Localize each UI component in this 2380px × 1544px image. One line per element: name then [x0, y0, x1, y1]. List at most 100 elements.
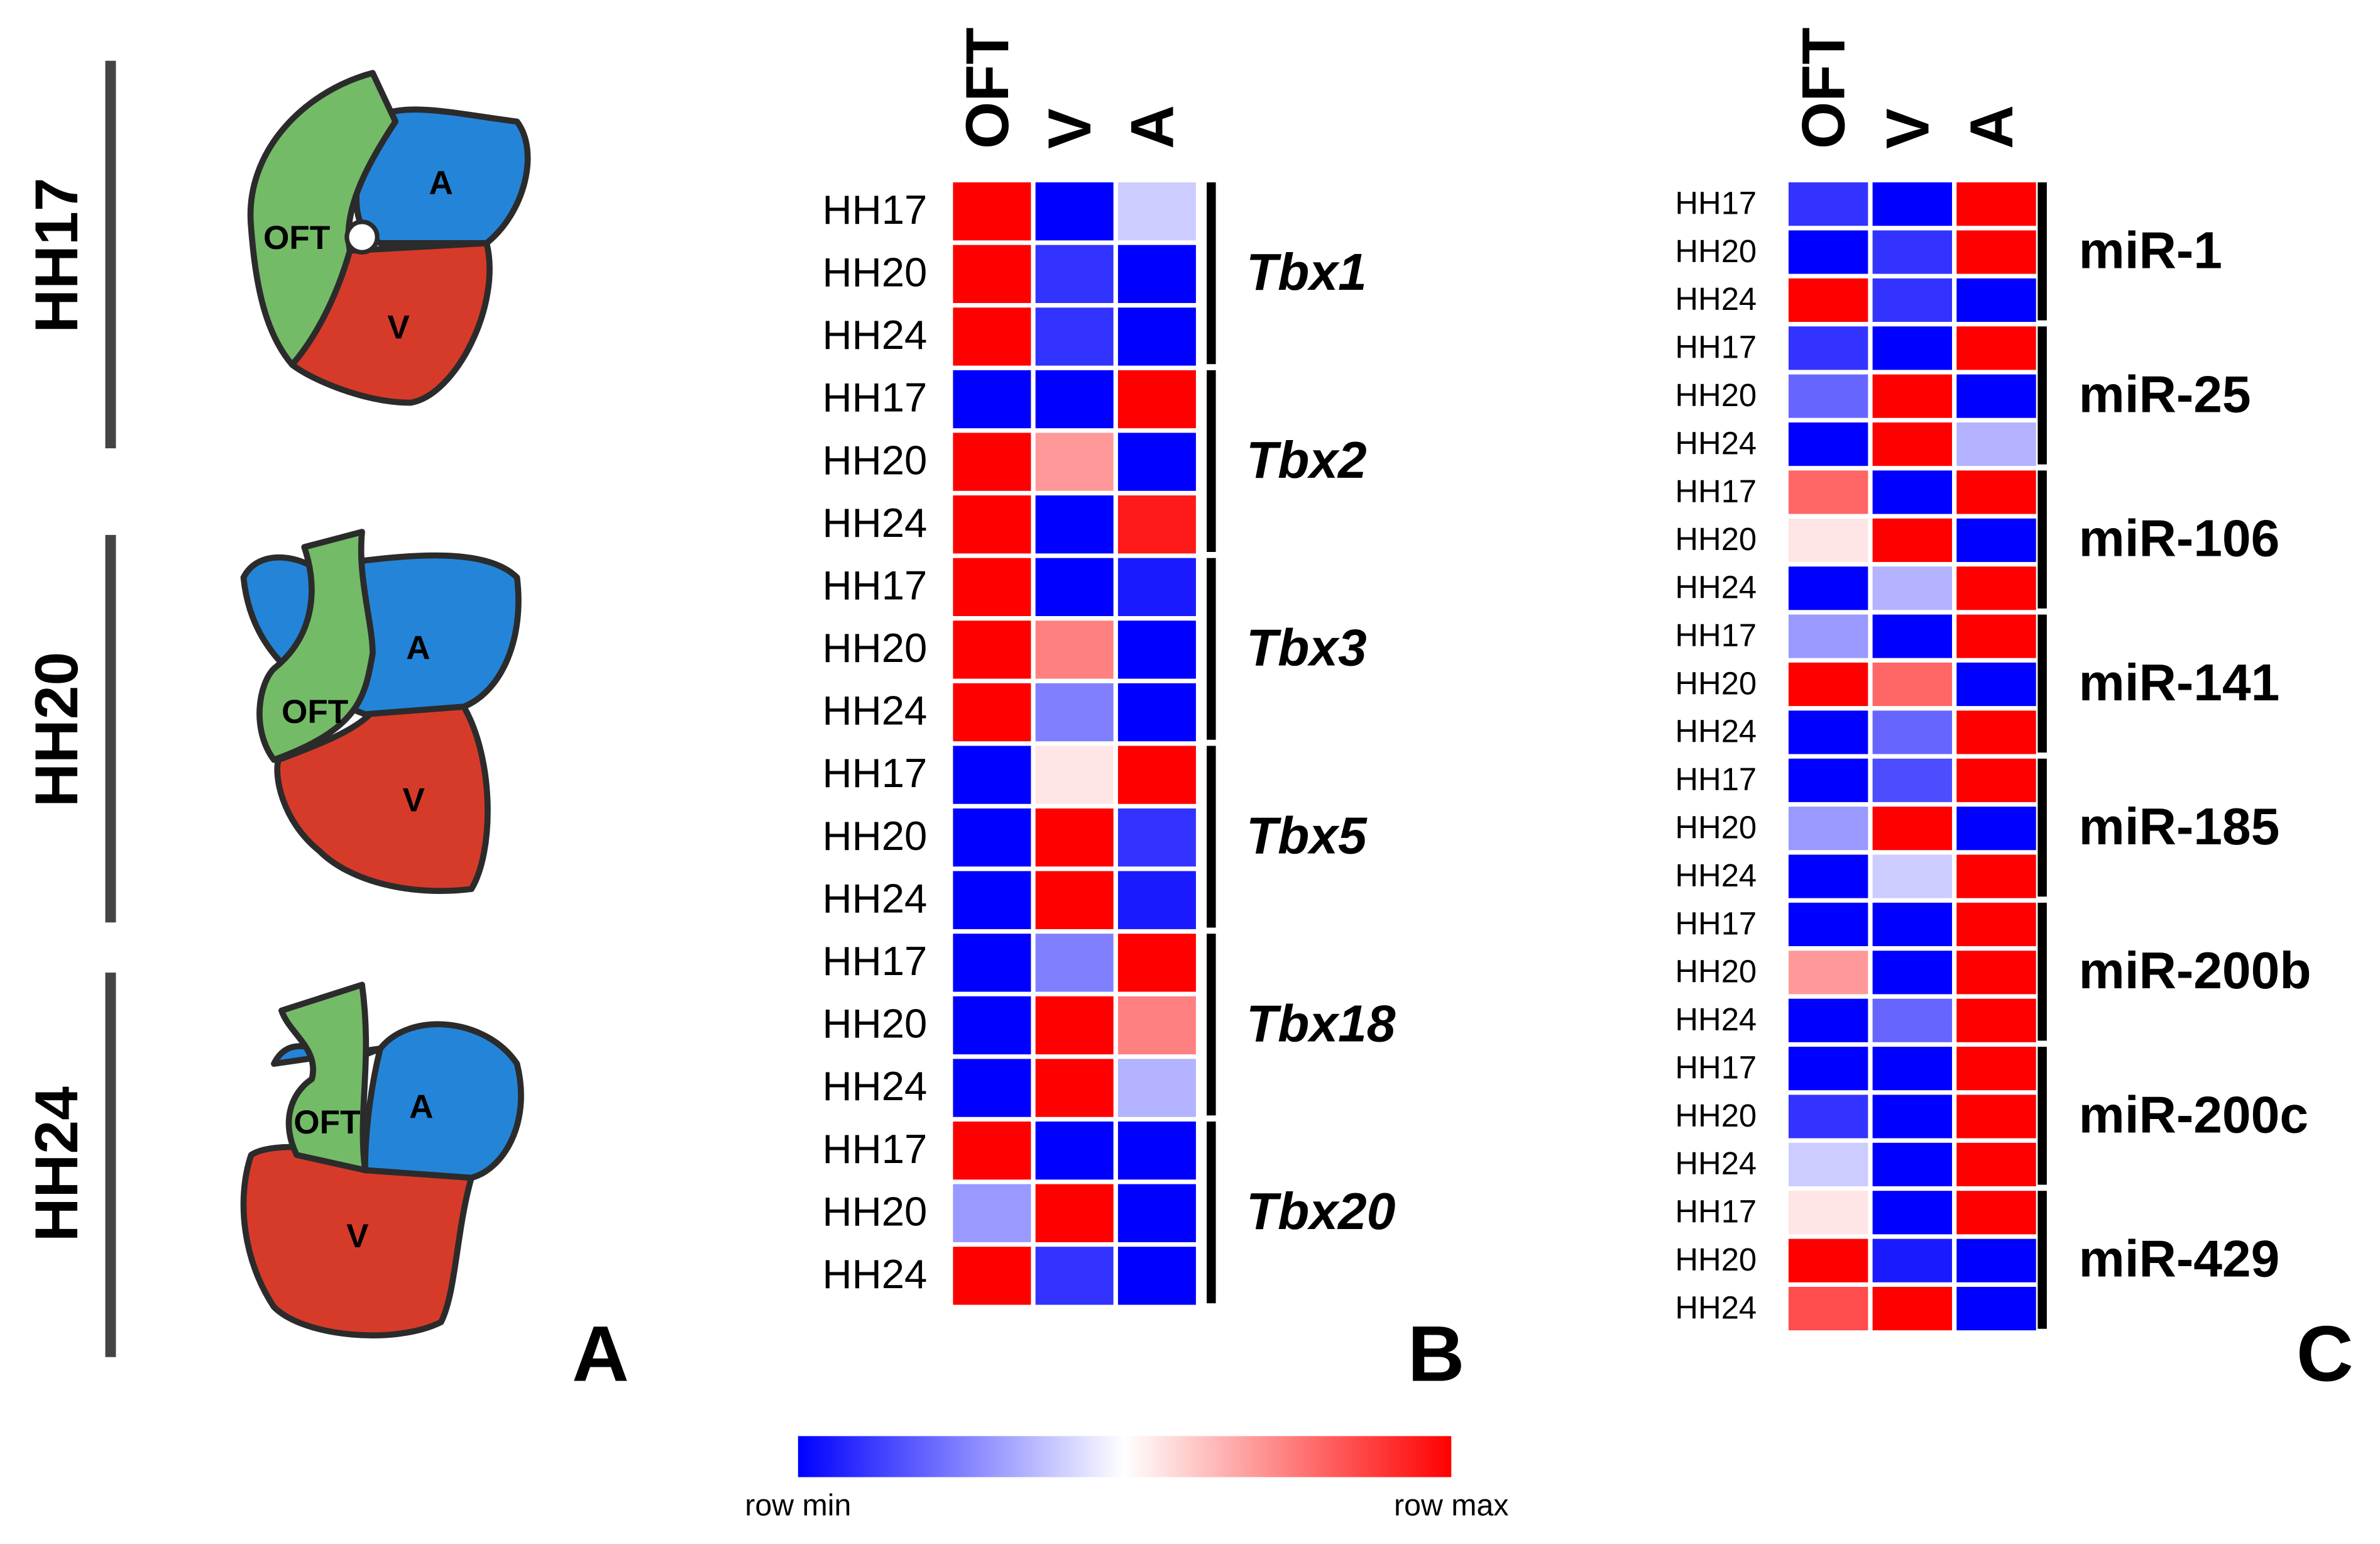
heatmap-cell — [1788, 1191, 1868, 1235]
row-label: HH20 — [822, 625, 927, 671]
row-label: HH24 — [1675, 857, 1757, 893]
heatmap-cell — [1035, 996, 1114, 1055]
stage-bar — [105, 973, 116, 1357]
column-header: A — [1118, 105, 1186, 149]
group-name: miR-200c — [2079, 1086, 2308, 1144]
group-bracket — [2037, 758, 2047, 897]
heatmap-cell — [1872, 182, 1953, 226]
heatmap-cell — [1956, 758, 2036, 802]
heatmap-cell — [1872, 1191, 1953, 1235]
heatmap-cell — [1117, 871, 1196, 929]
group-name: Tbx3 — [1246, 620, 1367, 677]
heatmap-cell — [1872, 1286, 1953, 1331]
heatmap-cell — [1788, 1286, 1868, 1331]
heatmap-cell — [1956, 998, 2036, 1042]
region-label: V — [403, 781, 425, 819]
row-label: HH20 — [1675, 521, 1757, 557]
heatmap-cell — [1956, 1047, 2036, 1091]
column-header: A — [1958, 105, 2026, 149]
heart-hh20 — [240, 529, 522, 895]
heatmap-cell — [1788, 758, 1868, 802]
heatmap-cell — [1872, 710, 1953, 754]
heatmap-cell — [953, 495, 1031, 554]
heatmap-cell — [1956, 230, 2036, 274]
row-label: HH24 — [822, 1063, 927, 1109]
region-label: A — [406, 630, 430, 667]
heatmap-cell — [1872, 1095, 1953, 1139]
heatmap-cell — [1956, 374, 2036, 418]
group-bracket — [2037, 614, 2047, 753]
heatmap-cell — [1956, 278, 2036, 322]
row-label: HH17 — [1675, 185, 1757, 221]
row-label: HH24 — [1675, 570, 1757, 605]
row-label: HH20 — [822, 249, 927, 295]
heatmap-cell — [1872, 614, 1953, 658]
heatmap-cell — [1117, 1247, 1196, 1305]
stage-bar — [105, 60, 116, 449]
heatmap-cell — [1117, 683, 1196, 742]
heatmap-cell — [953, 370, 1031, 429]
heatmap-cell — [1956, 470, 2036, 514]
heatmap-cell — [1872, 902, 1953, 947]
heatmap-cell — [1872, 470, 1953, 514]
column-header: V — [1036, 108, 1104, 149]
heatmap-cell — [1788, 854, 1868, 898]
heatmap-cell — [953, 245, 1031, 304]
heatmap-cell — [1117, 1059, 1196, 1117]
heatmap-cell — [1117, 808, 1196, 867]
row-label: HH17 — [1675, 617, 1757, 653]
row-label: HH20 — [1675, 233, 1757, 269]
heatmap-cell — [1035, 558, 1114, 616]
heatmap-cell — [953, 433, 1031, 491]
heatmap-cell — [953, 808, 1031, 867]
row-label: HH17 — [822, 187, 927, 233]
group-bracket — [1207, 934, 1216, 1116]
heatmap-cell — [953, 1184, 1031, 1242]
group-bracket — [1207, 746, 1216, 928]
heatmap-cell — [1956, 951, 2036, 995]
heatmap-cell — [1956, 1142, 2036, 1186]
heatmap-cell — [1035, 934, 1114, 992]
row-label: HH20 — [822, 813, 927, 859]
column-header: OFT — [1790, 28, 1858, 149]
colorbar — [798, 1436, 1452, 1477]
heart-hh24 — [240, 981, 524, 1338]
heatmap-cell — [1872, 807, 1953, 851]
row-label: HH17 — [1675, 1049, 1757, 1085]
row-label: HH24 — [1675, 281, 1757, 317]
region-label: V — [346, 1218, 369, 1255]
heatmap-cell — [953, 871, 1031, 929]
heatmap-cell — [1117, 182, 1196, 241]
heatmap-cell — [1872, 854, 1953, 898]
row-label: HH24 — [822, 875, 927, 921]
heatmap-cell — [1117, 433, 1196, 491]
stage-bar — [105, 534, 116, 923]
group-name: miR-106 — [2079, 510, 2280, 568]
heatmap-cell — [1117, 370, 1196, 429]
heatmap-cell — [1117, 1184, 1196, 1242]
group-bracket — [1207, 370, 1216, 552]
heatmap-cell — [1035, 808, 1114, 867]
heatmap-cell — [1956, 1191, 2036, 1235]
heatmap-cell — [1956, 1286, 2036, 1331]
heatmap-cell — [1035, 307, 1114, 366]
heatmap-cell — [1788, 1238, 1868, 1282]
heatmap-cell — [1872, 998, 1953, 1042]
group-name: miR-200b — [2079, 942, 2311, 1000]
row-label: HH17 — [1675, 473, 1757, 509]
heatmap-cell — [1872, 951, 1953, 995]
row-label: HH24 — [1675, 1145, 1757, 1181]
heatmap-cell — [953, 558, 1031, 616]
heatmap-cell — [1956, 662, 2036, 707]
colorbar-min-label: row min — [745, 1489, 851, 1523]
heatmap-cell — [1035, 182, 1114, 241]
heatmap-cell — [1956, 1238, 2036, 1282]
group-name: Tbx5 — [1246, 808, 1368, 865]
region-label: A — [429, 165, 453, 202]
stage-label: HH17 — [23, 178, 90, 333]
row-label: HH24 — [1675, 1001, 1757, 1037]
row-label: HH20 — [1675, 954, 1757, 990]
heatmap-cell — [1788, 278, 1868, 322]
